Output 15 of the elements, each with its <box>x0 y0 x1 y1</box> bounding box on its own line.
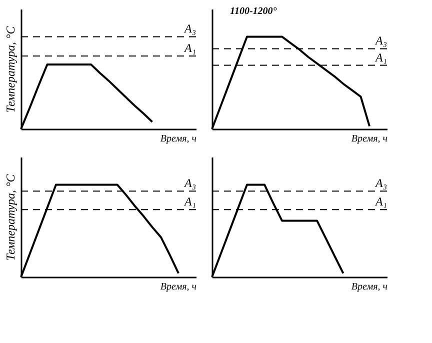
text: 1100-1200° <box>230 6 277 17</box>
ref-line-label: A₁ <box>183 194 196 209</box>
y-axis-title: Температура, °C <box>4 25 18 113</box>
ref-line-label: A₃ <box>183 176 196 190</box>
x-axis-title: Время, ч <box>160 134 197 144</box>
x-axis-title: Время, ч <box>160 282 197 292</box>
ref-line-label: A₃ <box>374 34 387 48</box>
x-axis-title: Время, ч <box>351 282 388 292</box>
ref-line-label: A₁ <box>374 194 387 209</box>
y-axis-title: Температура, °C <box>4 173 18 261</box>
ref-line-label: A₁ <box>183 41 196 56</box>
x-axis-title: Время, ч <box>351 134 388 144</box>
ref-line-label: A₃ <box>183 22 196 36</box>
ref-line-label: A₁ <box>374 50 387 64</box>
ref-line-label: A₃ <box>374 176 387 190</box>
